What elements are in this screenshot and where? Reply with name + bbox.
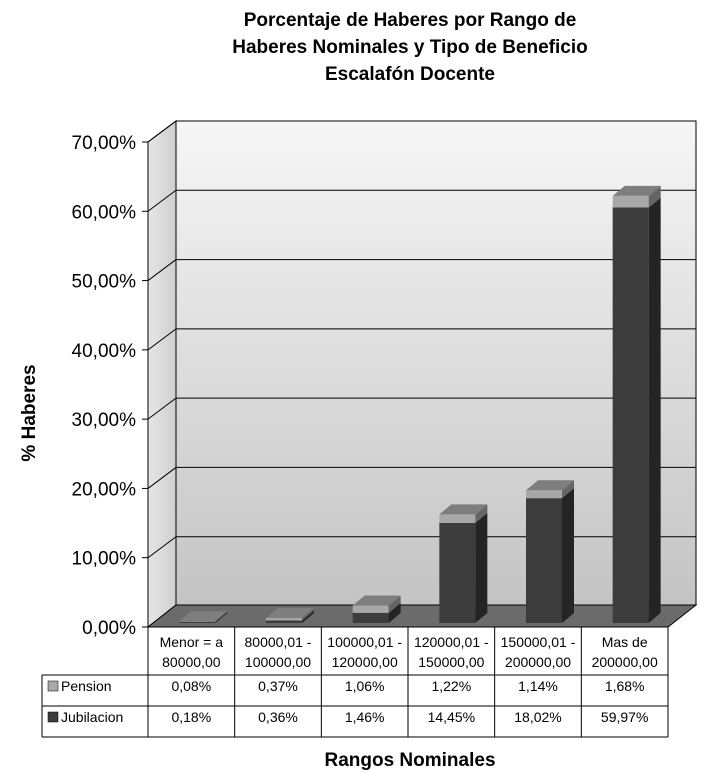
bar-stack bbox=[266, 607, 314, 623]
bar-segment bbox=[612, 207, 649, 623]
bar-segment bbox=[526, 490, 562, 499]
x-axis-label: Rangos Nominales bbox=[324, 750, 495, 771]
bar-segment bbox=[352, 612, 389, 623]
bar-segment bbox=[266, 620, 302, 623]
gridline-wall bbox=[147, 397, 177, 420]
chart-title-line-2: Haberes Nominales y Tipo de Beneficio bbox=[232, 37, 587, 58]
bar-segment-side bbox=[215, 611, 228, 623]
y-tick-label: 10,00% bbox=[72, 549, 137, 570]
category-label: 200000,00 bbox=[505, 654, 571, 670]
bar-segment-side bbox=[388, 602, 401, 623]
bar-segment-side bbox=[388, 595, 401, 613]
legend-swatch bbox=[47, 711, 59, 723]
legend-swatch bbox=[47, 680, 59, 692]
bar-segment bbox=[439, 522, 476, 623]
data-label: 0,36% bbox=[258, 709, 298, 725]
y-axis-label: % Haberes bbox=[19, 364, 40, 461]
data-table: Menor = a 80000,00 80000,01 - 100000,00 1000… bbox=[41, 626, 669, 738]
bar-top bbox=[439, 504, 488, 515]
bar-segment bbox=[526, 498, 562, 623]
category-label: Menor = a bbox=[160, 634, 224, 650]
gridlines bbox=[147, 120, 696, 559]
data-label: 1,22% bbox=[431, 678, 471, 694]
bar-segment bbox=[179, 621, 216, 622]
gridline-wall bbox=[147, 259, 177, 281]
chart-title-line-3: Escalafón Docente bbox=[325, 64, 495, 85]
back-wall bbox=[175, 120, 697, 606]
legend-label: Pension bbox=[61, 678, 112, 694]
bar-stack bbox=[352, 595, 401, 623]
category-label: 150000,00 bbox=[418, 654, 484, 670]
bar-segment bbox=[352, 605, 389, 613]
legend-label: Jubilacion bbox=[61, 709, 123, 725]
bar-top bbox=[179, 611, 228, 622]
y-tick-label: 20,00% bbox=[72, 479, 137, 500]
category-label: 120000,01 - bbox=[414, 634, 489, 650]
bar-stack bbox=[439, 504, 488, 623]
data-label: 0,08% bbox=[171, 678, 211, 694]
y-tick-label: 0,00% bbox=[82, 618, 136, 639]
plot-area bbox=[146, 120, 698, 629]
category-label: Mas de bbox=[602, 634, 648, 650]
gridline-wall bbox=[147, 120, 177, 143]
chart-title: Porcentaje de Haberes por Rango de Haber… bbox=[232, 10, 587, 85]
bar-stack bbox=[179, 611, 228, 623]
bar-segment bbox=[439, 514, 476, 523]
bar-segment-side bbox=[475, 512, 488, 623]
bar-top bbox=[526, 480, 574, 491]
bar-segment-side bbox=[302, 607, 314, 621]
data-label: 18,02% bbox=[514, 709, 561, 725]
category-label: 100000,00 bbox=[245, 654, 311, 670]
data-label: 0,37% bbox=[258, 678, 298, 694]
y-tick-label: 30,00% bbox=[72, 410, 137, 431]
bar-segment bbox=[179, 621, 216, 623]
data-label: 14,45% bbox=[428, 709, 475, 725]
bar-stack bbox=[612, 185, 661, 623]
gridline-wall bbox=[147, 328, 177, 351]
bar-segment bbox=[612, 195, 649, 208]
chart-title-line-1: Porcentaje de Haberes por Rango de bbox=[244, 10, 577, 31]
bar-top bbox=[612, 185, 661, 196]
category-label: 200000,00 bbox=[592, 654, 658, 670]
category-label: 80000,00 bbox=[162, 654, 221, 670]
bar-segment-side bbox=[215, 611, 228, 622]
bar-segment-side bbox=[562, 488, 574, 623]
gridline-wall bbox=[147, 189, 177, 212]
data-label: 1,14% bbox=[518, 678, 558, 694]
bar-stack bbox=[526, 480, 574, 623]
bar-segment-side bbox=[302, 610, 314, 623]
bar-segment-side bbox=[648, 197, 661, 623]
bar-segment-side bbox=[475, 504, 488, 523]
bar-top bbox=[352, 595, 401, 606]
data-label: 1,46% bbox=[345, 709, 385, 725]
category-label: 80000,01 - bbox=[245, 634, 312, 650]
gridline-wall bbox=[147, 536, 177, 559]
y-axis: 0,00% 10,00% 20,00% 30,00% 40,00% 50,00% 60,00… bbox=[72, 133, 149, 639]
data-label: 0,18% bbox=[171, 709, 211, 725]
y-tick-label: 40,00% bbox=[72, 341, 137, 362]
y-tick-label: 70,00% bbox=[72, 133, 137, 154]
bar-top bbox=[266, 607, 314, 618]
bars bbox=[179, 185, 661, 623]
y-tick-label: 50,00% bbox=[72, 272, 137, 293]
bar-segment-side bbox=[562, 480, 574, 499]
bar-segment bbox=[266, 617, 302, 621]
data-label: 59,97% bbox=[601, 709, 648, 725]
category-label: 120000,00 bbox=[332, 654, 398, 670]
category-label: 100000,01 - bbox=[327, 634, 402, 650]
data-label: 1,68% bbox=[605, 678, 645, 694]
data-label: 1,06% bbox=[345, 678, 385, 694]
category-label: 150000,01 - bbox=[501, 634, 576, 650]
bar-segment-side bbox=[648, 185, 661, 208]
gridline-wall bbox=[147, 467, 177, 489]
left-wall bbox=[147, 120, 177, 629]
y-tick-label: 60,00% bbox=[72, 202, 137, 223]
